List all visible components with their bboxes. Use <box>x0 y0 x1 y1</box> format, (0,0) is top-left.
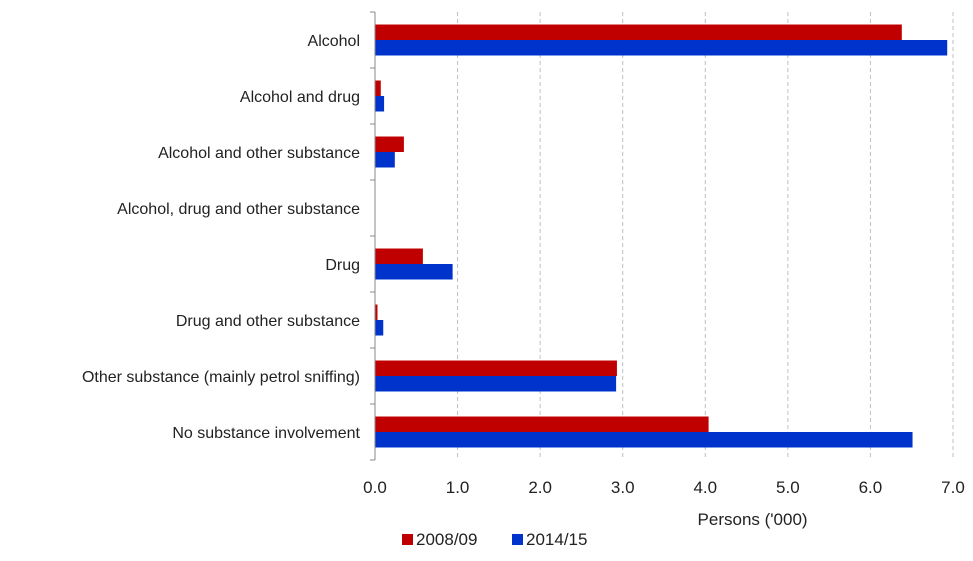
bar-series-1 <box>375 248 423 264</box>
category-label: Alcohol and drug <box>240 89 360 106</box>
x-tick-label: 0.0 <box>363 478 387 497</box>
legend-label: 2014/15 <box>526 530 587 549</box>
legend-swatch <box>402 534 413 545</box>
category-label: Alcohol and other substance <box>158 145 360 162</box>
x-tick-label: 1.0 <box>446 478 470 497</box>
bar-series-2 <box>375 40 948 56</box>
bar-series-2 <box>375 96 385 112</box>
bar-series-2 <box>375 320 384 336</box>
x-tick-label: 7.0 <box>941 478 965 497</box>
category-label: Drug <box>325 257 360 274</box>
category-label: Other substance (mainly petrol sniffing) <box>82 369 360 386</box>
bar-series-1 <box>375 416 709 432</box>
x-tick-label: 2.0 <box>528 478 552 497</box>
bar-series-2 <box>375 264 453 280</box>
bar-series-1 <box>375 360 617 376</box>
bar-series-1 <box>375 136 404 152</box>
legend-swatch <box>512 534 523 545</box>
x-tick-label: 4.0 <box>693 478 717 497</box>
legend-label: 2008/09 <box>416 530 477 549</box>
x-tick-label: 5.0 <box>776 478 800 497</box>
category-label: Alcohol <box>308 33 360 50</box>
bar-series-2 <box>375 152 395 168</box>
category-label: Alcohol, drug and other substance <box>117 201 360 218</box>
x-tick-label: 3.0 <box>611 478 635 497</box>
category-label: No substance involvement <box>172 425 360 442</box>
bar-series-2 <box>375 376 617 392</box>
bar-series-1 <box>375 304 378 320</box>
x-tick-label: 6.0 <box>859 478 883 497</box>
bar-series-2 <box>375 432 913 448</box>
bar-series-1 <box>375 24 902 40</box>
x-axis-label: Persons ('000) <box>698 510 808 529</box>
bar-series-1 <box>375 80 381 96</box>
category-label: Drug and other substance <box>176 313 360 330</box>
